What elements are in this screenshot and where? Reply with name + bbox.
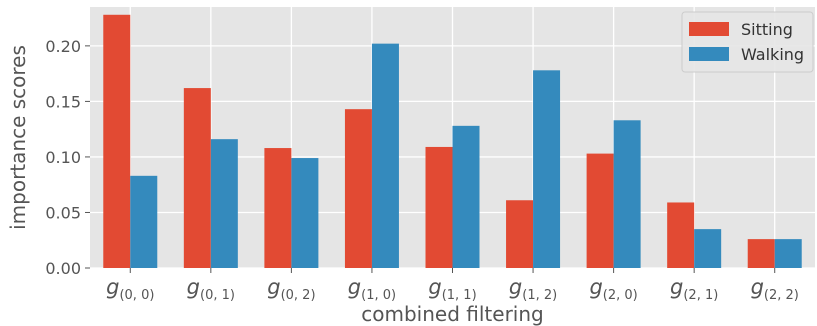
x-axis-ticks: g(0, 0) g(0, 1) g(0, 2) g(1, 0) g(1, 1) g(1, … — [106, 268, 799, 303]
x-tick-label: g(2, 0) — [589, 275, 637, 303]
legend: Sitting Walking — [681, 11, 814, 73]
legend-label-sitting: Sitting — [741, 20, 793, 39]
x-tick-label: g(0, 1) — [187, 275, 235, 303]
bar-walking-6 — [613, 120, 641, 269]
bar-walking-1 — [210, 139, 238, 268]
bar-sitting-8 — [747, 239, 775, 268]
bar-walking-8 — [774, 239, 802, 268]
bar-sitting-1 — [183, 88, 211, 268]
y-axis-ticks: 0.00 0.05 0.10 0.15 0.20 — [45, 37, 90, 278]
bar-sitting-2 — [264, 148, 292, 268]
x-axis-label: combined filtering — [361, 302, 543, 326]
y-tick-label: 0.05 — [45, 203, 81, 222]
bar-sitting-6 — [586, 153, 614, 268]
y-tick-label: 0.00 — [45, 259, 81, 278]
legend-label-walking: Walking — [741, 45, 804, 64]
legend-swatch-walking — [689, 47, 729, 61]
bar-sitting-7 — [667, 202, 695, 268]
y-tick-label: 0.20 — [45, 37, 81, 56]
x-tick-label: g(2, 1) — [670, 275, 718, 303]
x-tick-label: g(0, 0) — [106, 275, 154, 303]
bar-walking-3 — [371, 43, 399, 268]
bar-walking-4 — [452, 125, 480, 269]
x-tick-label: g(1, 1) — [428, 275, 476, 303]
bar-walking-5 — [533, 70, 561, 268]
bar-walking-7 — [694, 229, 722, 268]
bar-sitting-0 — [103, 14, 131, 268]
bar-sitting-5 — [506, 200, 534, 268]
bar-sitting-3 — [344, 109, 372, 268]
x-tick-label: g(1, 2) — [509, 275, 557, 303]
y-tick-label: 0.10 — [45, 148, 81, 167]
legend-swatch-sitting — [689, 22, 729, 36]
y-tick-label: 0.15 — [45, 92, 81, 111]
x-tick-label: g(1, 0) — [348, 275, 396, 303]
bar-walking-0 — [130, 175, 158, 268]
bar-walking-2 — [291, 158, 319, 268]
x-tick-label: g(0, 2) — [267, 275, 315, 303]
bars — [103, 14, 802, 269]
bar-sitting-4 — [425, 146, 453, 268]
y-axis-label: importance scores — [6, 45, 30, 230]
x-tick-label: g(2, 2) — [751, 275, 799, 303]
